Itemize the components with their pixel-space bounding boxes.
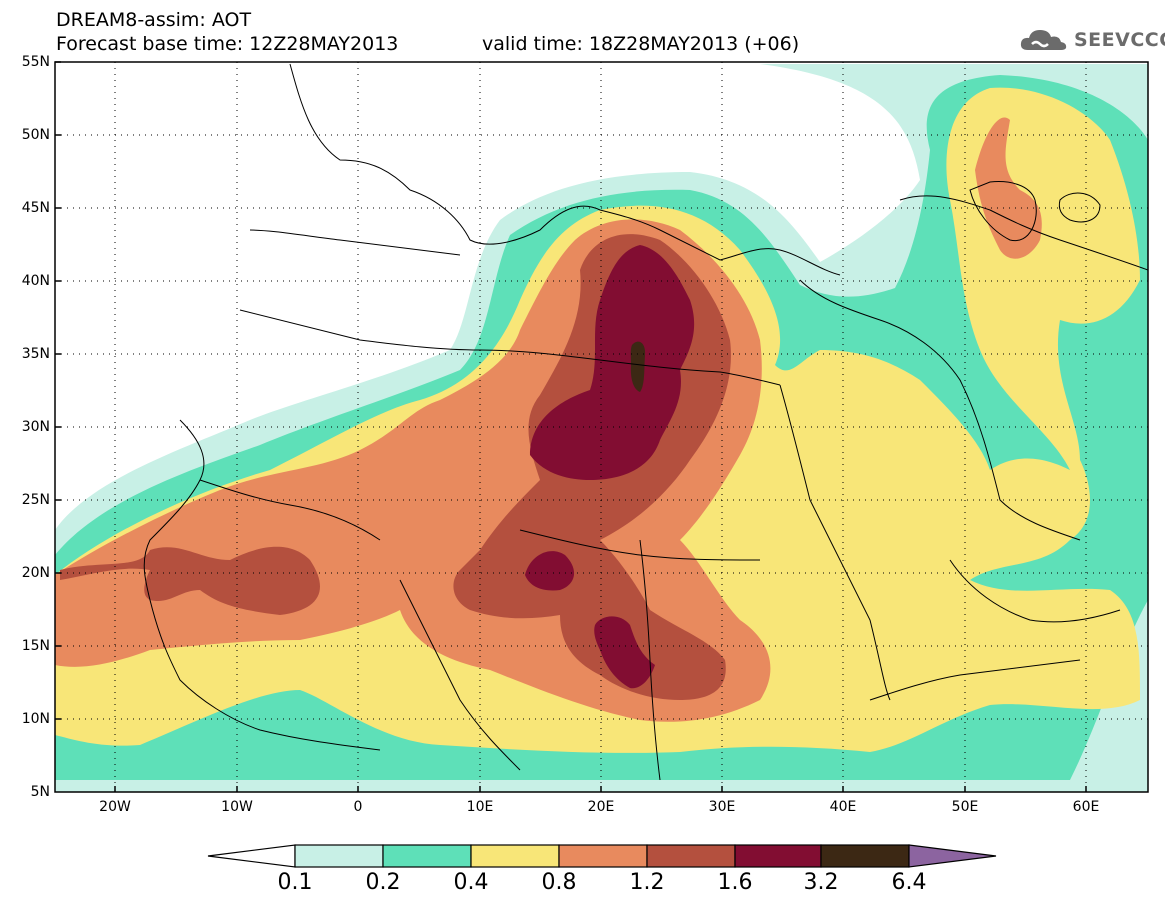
- colorbar-label: 3.2: [803, 870, 839, 895]
- colorbar-label: 6.4: [891, 870, 927, 895]
- y-label: 20N: [21, 565, 50, 581]
- x-label: 50E: [951, 799, 979, 815]
- axis-ticks: [55, 61, 1087, 792]
- colorbar-label: 1.2: [629, 870, 665, 895]
- x-label: 40E: [829, 799, 857, 815]
- colorbar-bin-3.2: [820, 844, 910, 868]
- aot-contour-3.2: [630, 341, 646, 392]
- y-label: 50N: [21, 127, 50, 143]
- colorbar-label: 0.4: [453, 870, 489, 895]
- coastlines: [143, 63, 1148, 781]
- x-label: 20W: [99, 799, 131, 815]
- colorbar-bin-0.2: [382, 844, 472, 868]
- y-label: 45N: [21, 200, 50, 216]
- map-title: DREAM8-assim: AOT: [56, 9, 252, 31]
- colorbar: [207, 844, 997, 868]
- colorbar-label: 0.1: [277, 870, 313, 895]
- x-label: 30E: [708, 799, 736, 815]
- x-label: 10W: [221, 799, 253, 815]
- colorbar-label: 0.8: [541, 870, 577, 895]
- x-label: 60E: [1072, 799, 1100, 815]
- x-label: 0: [353, 799, 363, 815]
- y-label: 15N: [21, 638, 50, 654]
- colorbar-bin-0.4: [470, 844, 560, 868]
- valid-time: valid time: 18Z28MAY2013 (+06): [482, 33, 800, 55]
- colorbar-label: 0.2: [365, 870, 401, 895]
- y-label: 25N: [21, 492, 50, 508]
- y-label: 30N: [21, 419, 50, 435]
- x-label: 10E: [466, 799, 494, 815]
- colorbar-bin-1.6: [734, 844, 822, 868]
- logo-text: SEEVCCC: [1074, 29, 1165, 51]
- cloud-logo-icon: [1020, 30, 1067, 50]
- seevccc-logo: SEEVCCC: [1018, 26, 1165, 54]
- y-label: 40N: [21, 273, 50, 289]
- grid-lines: [55, 62, 1148, 792]
- colorbar-above: [908, 844, 997, 868]
- x-label: 20E: [587, 799, 615, 815]
- y-label: 5N: [30, 784, 50, 800]
- y-label: 35N: [21, 346, 50, 362]
- y-label: 10N: [21, 711, 50, 727]
- colorbar-below: [207, 844, 296, 868]
- forecast-base-time: Forecast base time: 12Z28MAY2013: [56, 33, 399, 55]
- aot-contour-1.6: [525, 245, 695, 689]
- colorbar-label: 1.6: [717, 870, 753, 895]
- aot-contour-1.2-east: [975, 117, 1042, 259]
- colorbar-bin-0.1: [294, 844, 384, 868]
- colorbar-bin-1.2: [646, 844, 736, 868]
- colorbar-bin-0.8: [558, 844, 648, 868]
- y-label: 55N: [21, 54, 50, 70]
